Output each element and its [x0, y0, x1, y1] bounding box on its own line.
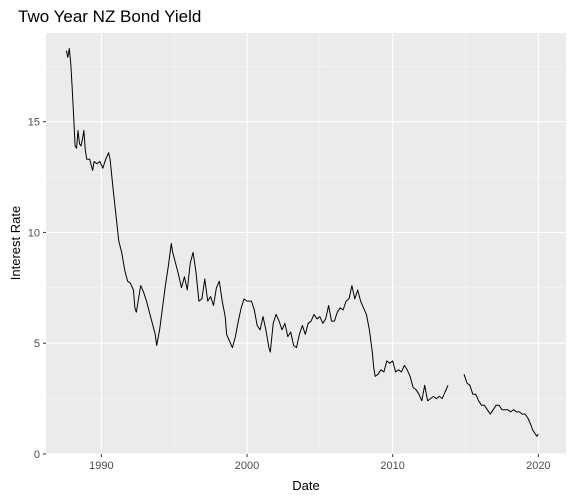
y-tick-label: 0	[34, 449, 40, 461]
chart-title: Two Year NZ Bond Yield	[18, 7, 202, 26]
x-tick-label: 2010	[380, 460, 404, 472]
y-tick-label: 15	[28, 117, 40, 129]
x-tick-label: 2020	[526, 460, 550, 472]
tick-labels: 1990 2000 2010 2020 0 5 10 15	[28, 117, 551, 472]
plot-panel	[46, 33, 566, 454]
y-tick-label: 5	[34, 338, 40, 350]
x-tick-label: 2000	[235, 460, 259, 472]
major-gridlines	[46, 33, 566, 455]
y-axis-title: Interest Rate	[8, 206, 23, 280]
series-layer	[65, 48, 539, 437]
series-line	[463, 374, 539, 437]
x-tick-label: 1990	[89, 460, 113, 472]
series-line	[65, 48, 449, 402]
minor-gridlines	[46, 33, 566, 454]
axis-ticks	[43, 121, 539, 457]
x-axis-title: Date	[292, 478, 319, 493]
y-tick-label: 10	[28, 227, 40, 239]
